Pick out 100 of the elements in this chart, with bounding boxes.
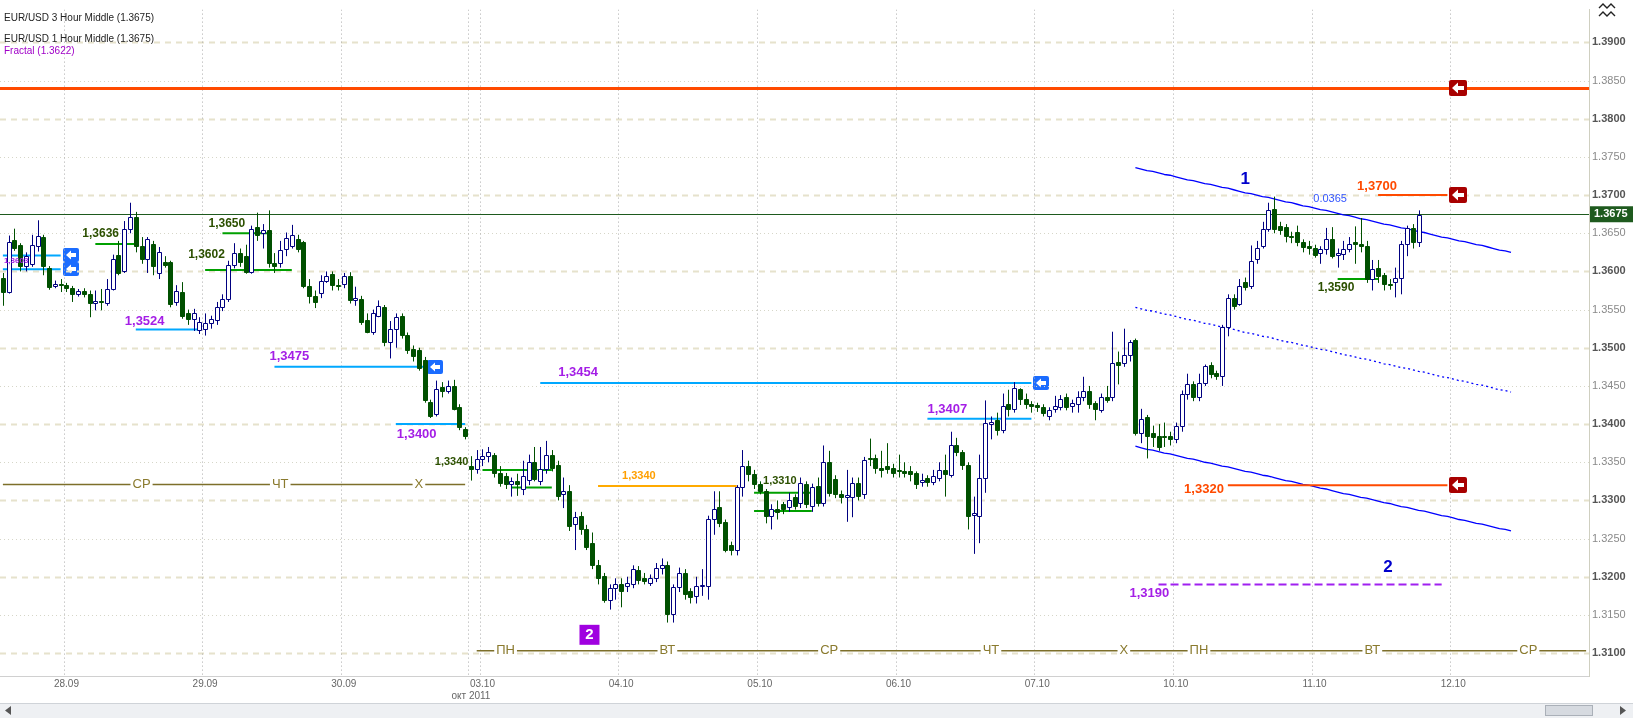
candlestick: [665, 561, 670, 624]
candlestick: [1047, 406, 1052, 421]
candlestick: [1232, 293, 1237, 311]
candlestick: [619, 577, 624, 608]
candlestick: [561, 477, 566, 509]
series-label: 1,3340: [622, 468, 656, 481]
series-label: 1,3700: [1357, 177, 1397, 193]
candlestick: [1191, 380, 1196, 402]
candlestick: [920, 473, 925, 488]
x-tick-label: 03.10: [469, 677, 496, 689]
candlestick: [53, 280, 58, 289]
candlestick: [856, 477, 861, 501]
candlestick: [862, 456, 867, 500]
x-tick-label: 06.10: [885, 677, 912, 689]
candlestick: [1116, 351, 1121, 385]
candlestick: [382, 304, 387, 347]
candlestick: [76, 288, 81, 298]
candlestick: [47, 265, 52, 291]
candlestick: [1243, 277, 1248, 292]
candlestick: [434, 380, 439, 417]
candlestick: [151, 240, 156, 276]
annotation: Fractal (1.3622): [4, 45, 75, 57]
annotation: 2: [585, 624, 594, 642]
candlestick: [1411, 223, 1416, 250]
candlestick: [348, 271, 353, 304]
annotation: Х: [1119, 642, 1129, 658]
candlestick: [278, 240, 283, 269]
data-label: 1,3400: [396, 425, 437, 441]
annotation: ПН: [496, 642, 515, 658]
candlestick: [804, 480, 809, 509]
candlestick: [99, 288, 104, 311]
candlestick: [769, 503, 774, 530]
y-tick-label: 1.3600: [1592, 264, 1626, 277]
candlestick: [925, 474, 930, 488]
data-label: 1,3454: [558, 364, 599, 380]
y-tick-label: 1.3900: [1592, 35, 1626, 48]
annotation: ВТ: [659, 642, 676, 658]
annotation: СР: [820, 642, 839, 658]
candlestick: [1105, 385, 1110, 404]
candlestick: [1370, 259, 1375, 292]
candlestick: [1012, 381, 1017, 414]
y-tick-label: 1.3100: [1592, 646, 1626, 659]
x-tick-label: 28.09: [53, 677, 80, 689]
candlestick: [509, 477, 514, 498]
annotation: Х: [414, 475, 424, 491]
candlestick: [145, 236, 150, 274]
data-label: 1,3602: [188, 247, 226, 262]
candlestick: [1417, 209, 1422, 248]
y-tick-label: 1.3250: [1592, 531, 1626, 544]
candlestick: [1237, 278, 1242, 307]
candlestick: [810, 483, 815, 513]
candlestick: [440, 381, 445, 398]
candlestick: [353, 286, 358, 307]
data-label: 1,3636: [82, 226, 120, 241]
y-tick-label: 1.3550: [1592, 302, 1626, 315]
x-tick-label: окт 2011: [451, 689, 491, 701]
candlestick: [342, 272, 347, 289]
y-tick-label: 1.3450: [1592, 378, 1626, 391]
y-tick-label: 1.3350: [1592, 455, 1626, 468]
y-tick-label: 1.3400: [1592, 417, 1626, 430]
y-tick-label: 1.3850: [1592, 73, 1626, 86]
candlestick: [787, 492, 792, 513]
candlestick: [532, 446, 537, 482]
x-tick-label: 05.10: [747, 677, 773, 689]
y-tick-label: 1.3700: [1592, 188, 1626, 201]
x-tick-label: 04.10: [608, 677, 635, 689]
data-label: 1,3590: [1317, 280, 1355, 295]
annotation: ЧТ: [271, 475, 289, 491]
annotation: EUR/USD 3 Hour Middle (1.3675): [4, 12, 155, 24]
candlestick: [1064, 393, 1069, 411]
series-label: 1,3190: [1129, 584, 1170, 600]
candlestick: [93, 290, 98, 311]
candlestick: [816, 477, 821, 508]
annotation: СР: [132, 475, 151, 491]
annotation: ЧТ: [982, 642, 1000, 658]
y-tick-label: 1.3750: [1592, 149, 1626, 162]
annotation: СР: [1519, 642, 1538, 658]
data-label: 1,3407: [927, 401, 968, 417]
candlestick: [428, 399, 433, 419]
candlestick: [798, 477, 803, 509]
annotation: ВТ: [1364, 642, 1381, 658]
x-tick-label: 29.09: [192, 677, 219, 689]
annotation: 2: [1383, 557, 1393, 577]
x-tick-label: 07.10: [1024, 677, 1051, 689]
data-label: 1,3524: [124, 313, 166, 329]
candlestick: [469, 455, 474, 482]
candlestick: [949, 431, 954, 479]
y-tick-label: 1.3500: [1592, 340, 1626, 353]
x-tick-label: 11.10: [1302, 677, 1328, 689]
y-tick-label: 1.3650: [1592, 226, 1626, 239]
candlestick: [1249, 244, 1254, 290]
candlestick: [573, 511, 578, 551]
candlestick: [995, 412, 1000, 437]
candlestick: [1110, 331, 1115, 402]
data-label: 1,3650: [208, 215, 246, 230]
candlestick: [463, 426, 468, 440]
candlestick: [249, 225, 254, 275]
data-label: 1,3310: [763, 473, 797, 486]
candlestick: [515, 473, 520, 497]
candlestick: [174, 284, 179, 307]
